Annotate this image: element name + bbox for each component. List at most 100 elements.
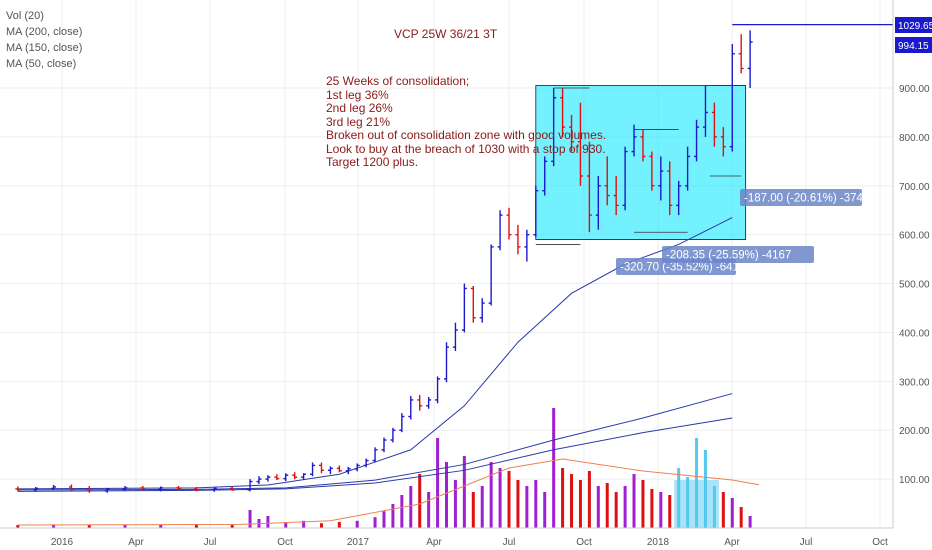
volume-bar <box>578 480 582 528</box>
annotation-note: 25 Weeks of consolidation; 1st leg 36% 2… <box>326 74 607 170</box>
y-tick-label: 900.00 <box>899 84 930 95</box>
volume-bar <box>543 492 547 528</box>
ma-150-line <box>17 393 733 491</box>
volume-bar <box>498 468 502 528</box>
measurement-label: -208.35 (-25.59%) -4167 <box>666 250 791 262</box>
x-tick-label: Apr <box>128 537 144 548</box>
consolidation-zone <box>535 85 747 240</box>
volume-bar <box>561 468 565 528</box>
volume-bar <box>159 525 163 528</box>
annotation-line: 2nd leg 26% <box>326 101 393 115</box>
volume-bar <box>87 525 91 528</box>
volume-bar <box>337 522 341 528</box>
annotation-line: 1st leg 36% <box>326 87 389 102</box>
volume-bar <box>373 517 377 528</box>
volume-bar <box>552 408 556 528</box>
volume-bar <box>445 462 448 528</box>
volume-bar <box>668 495 672 528</box>
volume-bar <box>489 462 493 528</box>
x-tick-label: Jul <box>800 537 813 548</box>
y-tick-label: 600.00 <box>899 231 930 242</box>
volume-bar <box>525 486 529 528</box>
volume-bar <box>534 480 538 528</box>
volume-bar <box>355 520 359 528</box>
volume-bar <box>730 498 734 528</box>
y-tick-label: 800.00 <box>899 133 930 144</box>
price-label: 994.15 <box>898 41 929 52</box>
y-tick-label: 200.00 <box>899 426 930 437</box>
volume-bar <box>587 471 591 528</box>
volume-bar <box>418 474 422 528</box>
x-tick-label: 2018 <box>647 537 670 548</box>
measurement-label: -320.70 (-35.52%) -6414 <box>620 262 746 274</box>
volume-bar <box>596 486 600 528</box>
volume-bar <box>230 525 234 528</box>
volume-bar <box>284 522 288 528</box>
y-tick-label: 400.00 <box>899 328 930 339</box>
volume-bar <box>400 495 404 528</box>
volume-highlight <box>674 480 719 528</box>
y-tick-label: 500.00 <box>899 280 930 291</box>
annotation-line: 3rd leg 21% <box>326 114 391 129</box>
volume-bar <box>16 525 20 528</box>
volume-bar <box>266 516 270 528</box>
price-label-bg <box>895 37 932 53</box>
volume-bar <box>516 480 520 528</box>
volume-bar <box>659 492 663 528</box>
volume-bar <box>382 511 386 528</box>
volume-bar <box>650 489 654 528</box>
volume-bar <box>427 492 431 528</box>
volume-bar <box>605 483 609 528</box>
y-tick-label: 300.00 <box>899 377 930 388</box>
price-label-bg <box>895 17 932 33</box>
volume-bar <box>614 492 618 528</box>
volume-bar <box>632 474 636 528</box>
ma-200-line <box>17 417 733 492</box>
annotation-line: Target 1200 plus. <box>326 155 419 169</box>
measurement-label-bg <box>740 189 862 206</box>
volume-bar <box>52 524 56 528</box>
volume-bar <box>436 438 440 528</box>
volume-bar <box>194 524 198 528</box>
x-tick-label: Jul <box>204 537 217 548</box>
x-tick-label: Oct <box>576 537 592 548</box>
volume-bar <box>721 492 725 528</box>
volume-bar <box>471 492 475 528</box>
x-tick-label: Jul <box>503 537 516 548</box>
volume-bar <box>462 456 466 528</box>
x-tick-label: 2016 <box>51 537 74 548</box>
volume-bar <box>248 510 252 528</box>
annotation-line: Look to buy at the breach of 1030 with a… <box>326 141 606 156</box>
y-tick-label: 100.00 <box>899 475 930 486</box>
indicator-legend: Vol (20) MA (200, close) MA (150, close)… <box>6 8 82 72</box>
legend-ma-50[interactable]: MA (50, close) <box>6 58 77 70</box>
volume-bar <box>319 523 323 528</box>
measurement-label-bg <box>662 246 814 263</box>
x-tick-label: Apr <box>724 537 740 548</box>
volume-bar <box>453 480 457 528</box>
ma-50-line <box>17 217 733 490</box>
legend-ma-200[interactable]: MA (200, close) <box>6 26 83 38</box>
volume-bar <box>623 486 627 528</box>
y-tick-label: 700.00 <box>899 182 930 193</box>
x-tick-label: Oct <box>277 537 293 548</box>
volume-bar <box>507 471 511 528</box>
volume-bar <box>748 516 752 528</box>
volume-bar <box>641 480 645 528</box>
x-tick-label: Oct <box>872 537 888 548</box>
measurement-label: -187.00 (-20.61%) -3740 <box>744 193 869 205</box>
chart-title: VCP 25W 36/21 3T <box>394 27 498 41</box>
volume-bar <box>123 524 127 528</box>
legend-volume[interactable]: Vol (20) <box>6 10 44 22</box>
volume-bar <box>409 486 413 528</box>
volume-bar <box>570 474 574 528</box>
x-tick-label: 2017 <box>347 537 370 548</box>
annotation-line: Broken out of consolidation zone with go… <box>326 128 607 142</box>
volume-bar <box>739 507 743 528</box>
price-label: 1029.65 <box>898 21 932 32</box>
annotation-line: 25 Weeks of consolidation; <box>326 74 470 88</box>
legend-ma-150[interactable]: MA (150, close) <box>6 42 83 54</box>
volume-bar <box>391 504 395 528</box>
